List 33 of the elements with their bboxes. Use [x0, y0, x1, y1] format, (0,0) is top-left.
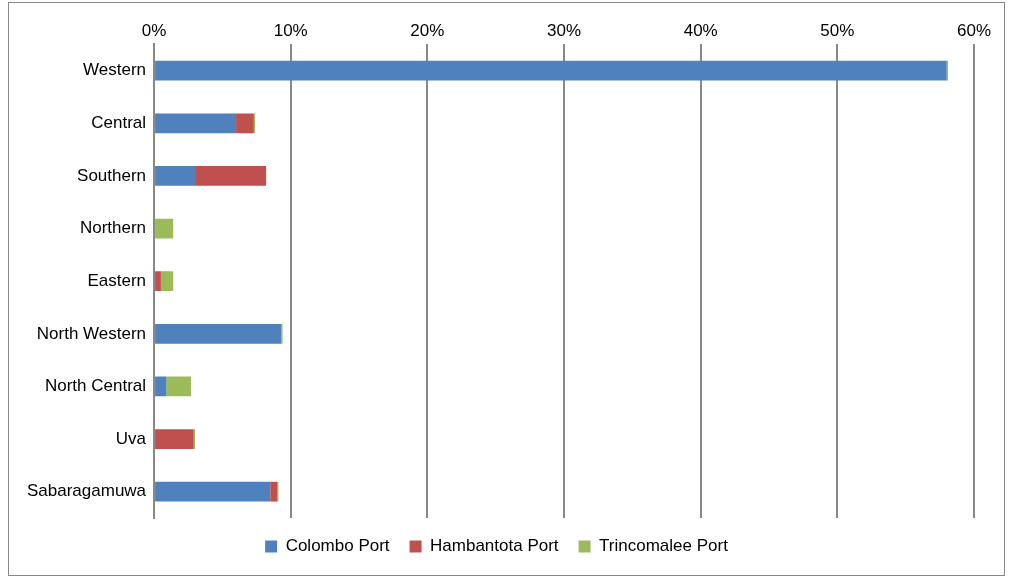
bar [155, 376, 167, 397]
bar [155, 113, 237, 134]
legend-label: Colombo Port [285, 536, 390, 556]
bar [155, 481, 271, 502]
y-tick-label: Eastern [87, 270, 147, 290]
legend-label: Hambantota Port [430, 536, 559, 556]
x-tick-label: 0% [141, 20, 167, 40]
bar [155, 429, 194, 449]
x-tick-label: 30% [547, 20, 582, 40]
y-tick-label: Uva [115, 428, 147, 448]
legend-label: Trincomalee Port [599, 536, 729, 556]
bar [195, 166, 267, 186]
bar [155, 271, 161, 292]
bar [166, 376, 191, 397]
x-tick-label: 10% [273, 20, 308, 40]
y-tick-label: Northern [79, 218, 147, 238]
bar [155, 218, 174, 239]
bar [270, 481, 278, 502]
bar [155, 60, 947, 81]
y-tick-label: North Western [36, 323, 147, 343]
bar [160, 271, 174, 292]
y-tick-label: Southern [77, 165, 147, 185]
x-tick-label: 20% [410, 20, 445, 40]
y-tick-label: Central [91, 113, 147, 133]
y-tick-label: North Central [44, 376, 147, 396]
x-tick-label: 40% [683, 20, 718, 40]
bar [236, 113, 254, 134]
bar [155, 323, 282, 344]
x-tick-label: 50% [820, 20, 855, 40]
y-tick-label: Sabaragamuwa [27, 481, 147, 501]
x-tick-label: 60% [956, 20, 992, 40]
y-tick-label: Western [83, 60, 147, 80]
bar [155, 166, 196, 186]
